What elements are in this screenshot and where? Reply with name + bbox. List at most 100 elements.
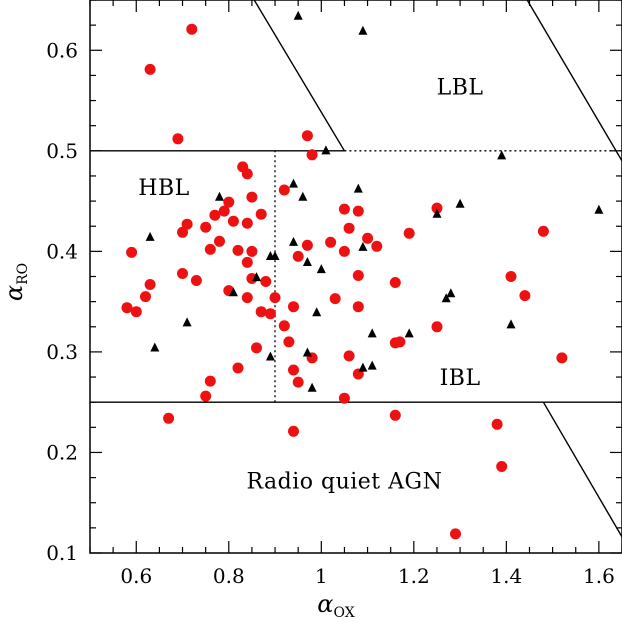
data-point-circle	[200, 221, 212, 233]
data-point-triangle	[367, 328, 377, 338]
data-point-triangle	[321, 145, 331, 155]
data-point-circle	[352, 301, 364, 313]
region-label: HBL	[138, 176, 189, 201]
data-point-circle	[278, 184, 290, 196]
y-tick-label: 0.5	[46, 139, 78, 163]
data-point-circle	[325, 236, 337, 248]
data-point-circle	[306, 149, 318, 161]
x-tick-label: 0.6	[120, 564, 152, 588]
data-point-triangle	[367, 360, 377, 370]
data-point-circle	[343, 350, 355, 362]
data-point-circle	[362, 232, 374, 244]
data-point-circle	[181, 218, 193, 230]
data-point-circle	[186, 23, 198, 35]
data-point-circle	[232, 244, 244, 256]
data-point-circle	[431, 321, 443, 333]
data-point-circle	[214, 235, 225, 247]
data-point-circle	[264, 308, 276, 320]
data-point-circle	[204, 243, 216, 255]
data-point-circle	[255, 208, 267, 220]
data-point-circle	[260, 276, 272, 287]
data-point-circle	[505, 271, 517, 282]
y-tick-label: 0.4	[46, 239, 78, 263]
data-point-triangle	[265, 251, 275, 260]
data-point-circle	[255, 306, 267, 318]
data-point-circle	[519, 290, 531, 302]
data-point-triangle	[298, 191, 308, 201]
data-point-circle	[496, 461, 508, 472]
x-tick-labels: 0.6 0.8 1 1.2 1.4 1.6	[120, 564, 614, 588]
region-labels: LBL HBL IBL Radio quiet AGN	[138, 76, 483, 495]
data-point-triangle	[252, 272, 261, 282]
data-point-triangle	[432, 208, 442, 218]
data-point-circle	[288, 301, 299, 313]
data-point-triangle	[307, 382, 317, 392]
data-point-circle	[218, 205, 230, 217]
data-point-circle	[343, 222, 355, 234]
boundary-line-solid	[526, 0, 622, 162]
y-tick-label: 0.2	[46, 441, 78, 465]
data-point-triangle	[497, 150, 507, 160]
data-point-circle	[246, 245, 258, 257]
data-point-circle	[431, 202, 443, 214]
data-point-circle	[204, 375, 216, 387]
data-point-circle	[232, 362, 244, 374]
data-point-circle	[163, 412, 175, 424]
data-point-circle	[556, 352, 568, 364]
data-point-triangle	[228, 287, 238, 297]
region-label: IBL	[440, 366, 481, 391]
data-point-circle	[126, 246, 138, 258]
data-point-circle	[190, 275, 202, 286]
data-point-circle	[227, 215, 239, 227]
data-point-circle	[269, 292, 281, 304]
data-point-circle	[172, 133, 184, 145]
data-point-circle	[241, 217, 253, 229]
x-tick-label: 1	[315, 564, 328, 588]
data-point-triangle	[289, 178, 298, 188]
data-point-circle	[301, 239, 313, 251]
data-point-circle	[292, 250, 304, 262]
data-point-triangle	[358, 362, 368, 372]
data-point-triangle	[404, 328, 414, 338]
data-point-circle	[537, 225, 549, 237]
data-point-triangle	[265, 351, 275, 361]
data-point-triangle	[145, 231, 155, 241]
data-point-triangle	[446, 288, 456, 298]
data-point-circle	[177, 226, 188, 238]
boundary-line-solid	[542, 401, 622, 538]
y-tick-label: 0.6	[46, 38, 78, 62]
data-point-triangle	[358, 25, 368, 35]
data-point-circle	[389, 409, 401, 421]
data-point-circle	[241, 168, 253, 180]
data-point-circle	[241, 256, 253, 268]
data-point-circle	[301, 130, 313, 142]
x-axis-label: αOX	[317, 590, 354, 621]
data-point-circle	[278, 320, 290, 332]
data-point-triangle	[594, 204, 604, 214]
y-tick-labels: 0.1 0.2 0.3 0.4 0.5 0.6	[46, 38, 78, 565]
data-point-circle	[241, 292, 253, 304]
region-boundaries	[90, 0, 622, 538]
y-tick-label: 0.3	[46, 340, 78, 364]
axis-ticks	[89, 0, 622, 554]
region-label: LBL	[437, 76, 484, 101]
data-point-triangle	[150, 342, 160, 352]
data-point-circle	[283, 336, 295, 348]
data-point-triangle	[506, 319, 516, 329]
data-point-triangle	[441, 293, 451, 303]
data-point-circle	[389, 277, 401, 288]
data-point-circle	[403, 227, 415, 239]
data-point-circle	[200, 390, 212, 402]
data-point-circle	[450, 528, 461, 540]
data-point-circle	[223, 196, 235, 208]
x-tick-label: 1.6	[583, 564, 615, 588]
data-point-circle	[394, 336, 406, 348]
data-point-circle	[209, 209, 221, 221]
data-point-circle	[292, 376, 304, 388]
data-point-circle	[329, 293, 341, 305]
data-point-circle	[246, 191, 258, 203]
data-point-triangle	[353, 183, 363, 193]
data-point-circle	[338, 245, 350, 257]
data-point-triangle	[358, 241, 368, 251]
data-point-circle	[338, 203, 350, 215]
